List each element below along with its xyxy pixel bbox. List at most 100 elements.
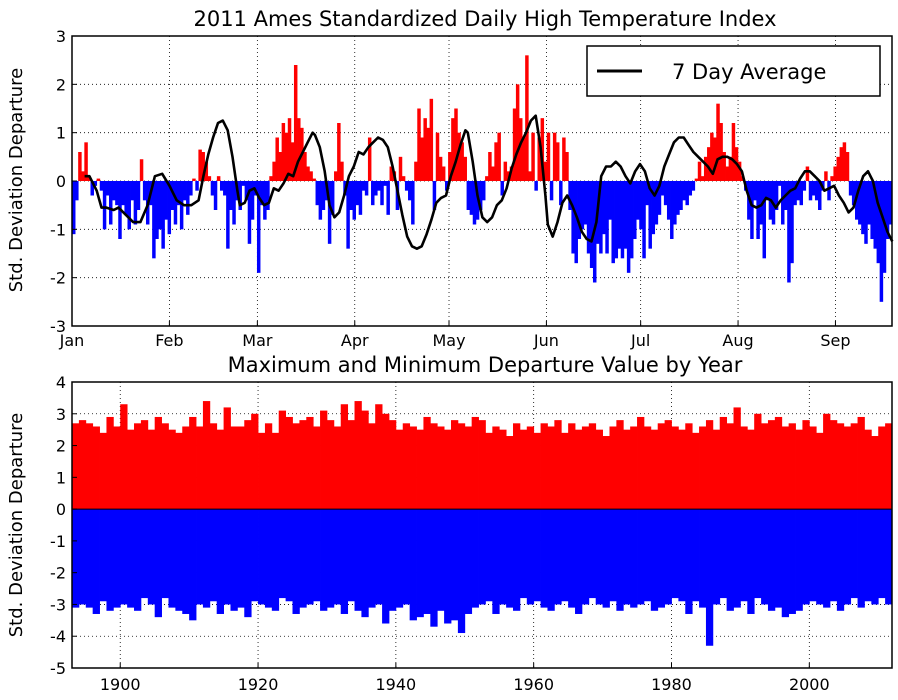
daily-bar [639, 181, 643, 230]
y-tick-label: -3 [50, 317, 66, 336]
daily-bar [725, 166, 730, 181]
max-bar [313, 426, 321, 510]
max-bar [382, 413, 390, 510]
daily-bar [75, 181, 79, 201]
legend-label: 7 Day Average [672, 60, 826, 84]
daily-bar [525, 55, 529, 182]
max-bar [795, 429, 803, 510]
max-bar [354, 401, 362, 510]
max-bar [278, 410, 287, 510]
min-bar [450, 509, 459, 621]
daily-bar [284, 132, 289, 181]
min-bar [78, 509, 87, 605]
min-bar [237, 509, 245, 608]
daily-bar [648, 181, 652, 249]
daily-bar [571, 181, 575, 254]
max-bar [499, 429, 507, 510]
daily-bar [540, 118, 545, 181]
daily-bar [781, 181, 785, 225]
min-bar [754, 509, 762, 599]
daily-bar [858, 181, 862, 225]
daily-bar [617, 181, 622, 249]
min-bar [285, 509, 293, 602]
daily-bar [266, 181, 270, 210]
daily-bar [189, 181, 193, 196]
daily-bar [306, 166, 310, 181]
daily-bar [417, 108, 421, 181]
y-tick-label: -3 [50, 595, 66, 614]
daily-bar [876, 181, 881, 264]
max-bar [733, 407, 741, 510]
min-bar [726, 509, 734, 611]
daily-bar [534, 181, 538, 191]
daily-bar [888, 181, 893, 225]
min-bar [382, 509, 390, 624]
daily-bar [666, 181, 671, 220]
max-bar [209, 423, 218, 510]
max-bar [347, 420, 355, 510]
daily-bar [562, 137, 566, 181]
min-bar [230, 509, 238, 611]
daily-bar [152, 181, 156, 259]
daily-bar [269, 176, 273, 181]
daily-bar [620, 181, 625, 259]
daily-bar [682, 181, 686, 201]
min-bar [561, 509, 569, 602]
max-bar [802, 420, 810, 510]
max-bar [664, 420, 672, 510]
bottom-chart-frame [71, 381, 893, 669]
min-bar [719, 509, 728, 599]
daily-bar [105, 181, 110, 196]
max-bar [251, 413, 259, 510]
max-bar [829, 420, 838, 510]
max-bar [168, 429, 176, 510]
x-tick-label: May [432, 331, 465, 350]
daily-bar [824, 171, 828, 181]
daily-bar [750, 181, 754, 239]
max-bar [299, 420, 307, 510]
daily-bar [478, 181, 483, 210]
daily-bar [72, 181, 76, 235]
daily-bar [629, 181, 634, 259]
max-bar [857, 416, 865, 510]
max-bar [285, 416, 293, 510]
top-chart-legend: 7 Day Average [586, 45, 881, 97]
min-bar [623, 509, 631, 605]
daily-bar [589, 181, 594, 268]
max-bar [264, 423, 273, 510]
daily-bar [377, 181, 381, 191]
min-bar [699, 509, 707, 608]
y-tick-label: 3 [56, 405, 66, 424]
daily-bar [170, 181, 175, 210]
top-chart-title: 2011 Ames Standardized Daily High Temper… [193, 7, 776, 31]
daily-bar [423, 118, 427, 181]
max-bar [816, 432, 824, 510]
x-tick-label: Apr [341, 331, 369, 350]
max-bar [630, 426, 638, 510]
daily-bar [700, 176, 705, 181]
daily-bar [842, 142, 847, 181]
daily-bar [759, 181, 763, 225]
min-bar [416, 509, 424, 618]
daily-bar [537, 137, 541, 181]
max-bar [437, 426, 445, 510]
min-bar [292, 509, 300, 614]
min-bar [189, 509, 197, 621]
daily-bar [238, 181, 242, 210]
min-bar [575, 509, 583, 614]
min-bar [471, 509, 479, 608]
max-bar [402, 423, 411, 510]
daily-bar [722, 152, 726, 181]
daily-bar [155, 181, 159, 239]
min-bar [182, 509, 190, 614]
max-bar [127, 429, 135, 510]
daily-bar [861, 181, 865, 235]
min-bar [616, 509, 624, 611]
daily-bar [555, 142, 560, 181]
min-bar [326, 509, 335, 608]
min-bar [747, 509, 755, 614]
top-chart-ylabel: Std. Deviation Departure [6, 68, 27, 293]
daily-bar [827, 181, 831, 201]
max-bar [140, 420, 149, 510]
